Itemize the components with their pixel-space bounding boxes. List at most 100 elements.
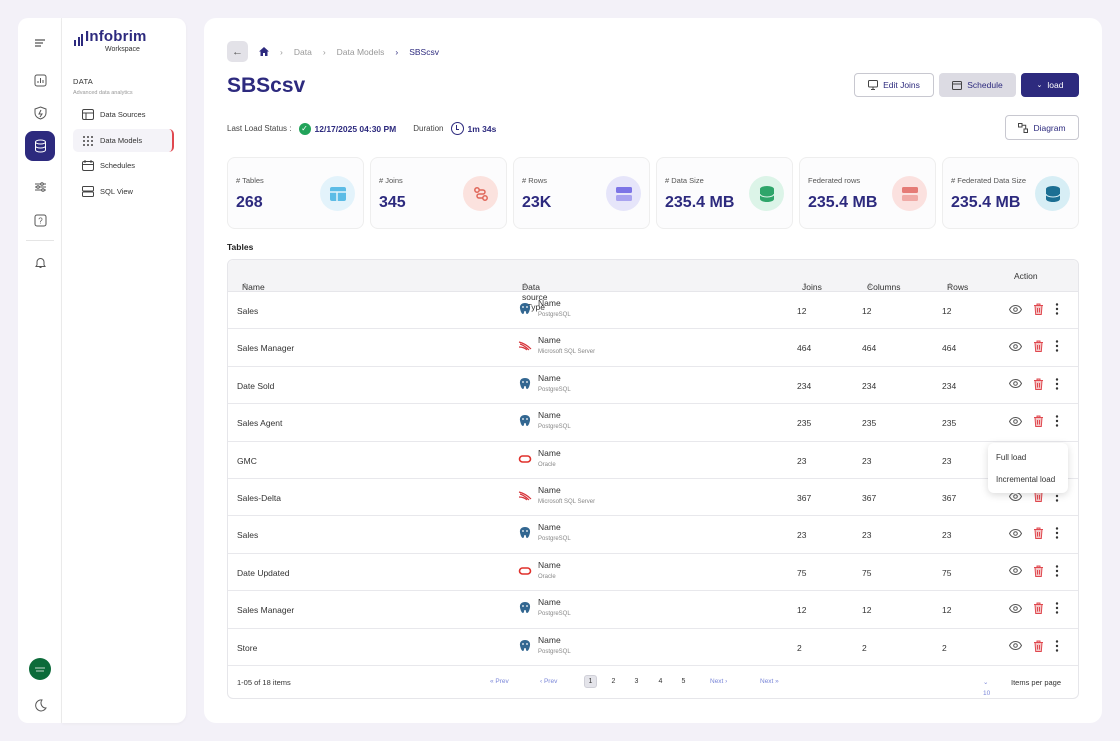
row-actions [1009, 527, 1059, 540]
trash-icon[interactable] [1033, 602, 1044, 615]
row-name: GMC [237, 455, 257, 466]
shield-icon[interactable] [26, 99, 54, 127]
row-source: Name Microsoft SQL Server [518, 485, 595, 505]
page-title: SBScsv [227, 74, 306, 97]
page-2[interactable]: 2 [611, 678, 616, 685]
eye-icon[interactable] [1009, 304, 1022, 314]
sidebar-item-data-models[interactable]: Data Models [73, 129, 174, 152]
sidebar-item-sql-view[interactable]: SQL View [73, 180, 174, 203]
page-5[interactable]: 5 [681, 678, 686, 685]
sidebar-item-schedules[interactable]: Schedules [73, 154, 174, 177]
per-page-select[interactable]: 10 ⌄ [983, 679, 991, 697]
menu-item-full-load[interactable]: Full load [996, 453, 1027, 462]
table-row[interactable]: Date Sold Name PostgreSQL 234 234 234 [228, 367, 1078, 405]
clock-icon [450, 122, 464, 135]
trash-icon[interactable] [1033, 415, 1044, 428]
trash-icon[interactable] [1033, 527, 1044, 540]
edit-joins-button[interactable]: Edit Joins [854, 73, 934, 97]
postgresql-icon [518, 414, 532, 430]
table-row[interactable]: GMC Name Oracle 23 23 23 [228, 442, 1078, 479]
row-rows: 234 [942, 380, 957, 391]
stat-card-federated-size: # Federated Data Size 235.4 MB [942, 157, 1079, 229]
row-actions [1009, 378, 1059, 390]
row-actions [1009, 602, 1059, 615]
trash-icon[interactable] [1033, 640, 1044, 652]
eye-icon[interactable] [1009, 416, 1022, 426]
table-row[interactable]: Sales Name PostgreSQL 23 23 23 [228, 516, 1078, 554]
table-row[interactable]: Sales Agent Name PostgreSQL 235 235 235 [228, 404, 1078, 442]
eye-icon[interactable] [1009, 641, 1022, 651]
prev-page-link[interactable]: ‹ Prev [540, 678, 558, 685]
row-source-type: Oracle [538, 461, 556, 468]
rows-icon [606, 176, 641, 211]
database-icon[interactable] [25, 131, 55, 161]
sidebar-item-data-sources[interactable]: Data Sources [73, 103, 174, 126]
first-page-link[interactable]: « Prev [490, 678, 509, 685]
breadcrumb-data[interactable]: Data [293, 46, 312, 57]
join-icon [463, 176, 498, 211]
chevron-down-icon: ⌄ [1036, 82, 1043, 89]
table-row[interactable]: Sales Manager Name Microsoft SQL Server 464… [228, 329, 1078, 367]
trash-icon[interactable] [1033, 303, 1044, 315]
pagination: 1-05 of 18 items « Prev ‹ Prev 1 2 3 4 5… [228, 666, 1078, 698]
chart-icon[interactable] [26, 66, 54, 94]
row-joins: 464 [797, 343, 812, 354]
home-icon[interactable] [259, 47, 269, 56]
stat-card-federated-rows: Federated rows 235.4 MB [799, 157, 936, 229]
sidebar: Infobrim Workspace DATA Advanced data an… [62, 18, 186, 723]
more-vertical-icon[interactable] [1055, 565, 1059, 577]
eye-icon[interactable] [1009, 379, 1022, 389]
row-source-name: Name [538, 522, 561, 533]
icon-rail: ? [18, 18, 62, 723]
row-source-type: PostgreSQL [538, 312, 571, 318]
table-row[interactable]: Sales Manager Name PostgreSQL 12 12 12 [228, 591, 1078, 629]
row-name: Sales Manager [237, 605, 295, 616]
sidebar-item-label: Data Sources [100, 110, 146, 119]
menu-icon[interactable] [26, 29, 54, 57]
row-source-name: Name [538, 485, 561, 495]
menu-item-incremental-load[interactable]: Incremental load [996, 475, 1056, 484]
page-4[interactable]: 4 [658, 678, 663, 685]
stat-card-tables: # Tables 268 [227, 157, 364, 229]
schedule-button[interactable]: Schedule [939, 73, 1016, 97]
breadcrumb-data-models[interactable]: Data Models [336, 46, 385, 57]
eye-icon[interactable] [1009, 528, 1022, 538]
more-vertical-icon[interactable] [1055, 378, 1059, 390]
postgresql-icon [518, 302, 532, 318]
stat-value: 345 [379, 194, 406, 211]
more-vertical-icon[interactable] [1055, 303, 1059, 315]
row-source-type: Oracle [538, 573, 556, 580]
diagram-button[interactable]: Diagram [1005, 115, 1079, 140]
stat-value: 235.4 MB [808, 194, 878, 211]
trash-icon[interactable] [1033, 340, 1044, 353]
row-columns: 464 [862, 343, 877, 354]
more-vertical-icon[interactable] [1055, 639, 1059, 652]
table-row[interactable]: Store Name PostgreSQL 2 2 2 [228, 629, 1078, 666]
bell-icon[interactable] [26, 248, 54, 276]
table-row[interactable]: Date Updated Name Oracle 75 75 75 [228, 554, 1078, 592]
more-vertical-icon[interactable] [1055, 602, 1059, 614]
help-icon[interactable]: ? [26, 206, 54, 234]
breadcrumb: ← › Data › Data Models › SBScsv [227, 41, 439, 62]
table-row[interactable]: Sales-Delta Name Microsoft SQL Server 367 36… [228, 479, 1078, 517]
edit-joins-label: Edit Joins [883, 80, 920, 90]
flag-icon[interactable] [29, 658, 51, 680]
table-row[interactable]: Sales Name PostgreSQL 12 12 12 [228, 292, 1078, 330]
trash-icon[interactable] [1033, 378, 1044, 390]
more-vertical-icon[interactable] [1055, 527, 1059, 540]
trash-icon[interactable] [1033, 565, 1044, 577]
eye-icon[interactable] [1009, 603, 1022, 613]
page-3[interactable]: 3 [634, 678, 639, 685]
page-1[interactable]: 1 [584, 675, 597, 688]
back-button[interactable]: ← [227, 41, 248, 62]
postgresql-icon [518, 639, 532, 655]
load-button[interactable]: ⌄ load [1021, 73, 1079, 97]
eye-icon[interactable] [1009, 566, 1022, 576]
eye-icon[interactable] [1009, 341, 1022, 351]
last-page-link[interactable]: Next » [760, 678, 779, 685]
moon-icon[interactable] [26, 691, 54, 719]
more-vertical-icon[interactable] [1055, 415, 1059, 427]
next-page-link[interactable]: Next › [710, 678, 728, 685]
more-vertical-icon[interactable] [1055, 340, 1059, 353]
sliders-icon[interactable] [26, 173, 54, 201]
